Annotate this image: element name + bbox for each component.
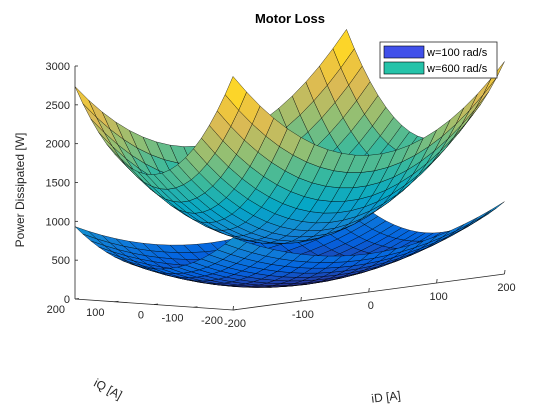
y-tick-mark [232,309,238,311]
y-tick-mark [193,306,198,308]
legend-swatch-w600 [383,61,425,75]
x-tick-mark [232,305,234,311]
y-tick-label: -200 [201,315,223,327]
surface-w100-patch [224,237,248,249]
z-tick-label: 500 [52,255,70,267]
y-tick-label: 0 [138,310,144,322]
surface-w600-patch [224,75,247,111]
y-tick-mark [74,298,80,300]
x-tick-label: 100 [429,291,447,303]
legend: w=100 rad/s w=600 rad/s [379,41,498,79]
z-tick-label: 3000 [46,61,70,73]
z-axis-label: Power Dissipated [W] [13,133,27,248]
legend-label-w600: w=600 rad/s [426,63,488,75]
z-tick-label: 1000 [46,216,70,228]
x-axis-label: iD [A] [371,388,402,405]
y-tick-mark [114,300,119,303]
chart-title: Motor Loss [255,11,325,26]
legend-swatch-w100 [383,45,425,59]
x-tick-mark [300,296,302,302]
y-tick-label: 100 [86,307,104,319]
x-tick-label: 200 [497,282,515,294]
y-tick-label: 200 [47,304,65,316]
x-tick-label: -100 [292,309,314,321]
z-tick-label: 2000 [46,139,70,151]
z-tick-label: 0 [64,294,70,306]
x-tick-mark [368,287,370,293]
y-tick-label: -100 [161,312,183,324]
x-tick-label: 0 [368,300,374,312]
x-tick-mark [436,278,438,284]
z-tick-label: 2500 [46,100,70,112]
y-tick-mark [153,303,159,305]
tick-labels: 050010001500200025003000-200-1000100200-… [46,61,516,330]
legend-label-w100: w=100 rad/s [426,47,488,59]
z-tick-label: 1500 [46,178,70,190]
x-tick-mark [504,269,506,275]
x-tick-label: -200 [224,318,246,330]
surfaces [74,28,505,288]
